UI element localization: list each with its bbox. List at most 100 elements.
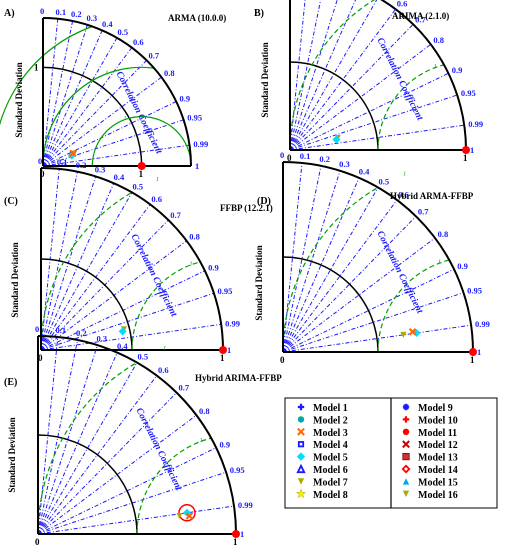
legend-entry-label: Model 4 — [313, 440, 348, 451]
legend-entry-label: Model 13 — [418, 453, 458, 464]
correlation-tick-label: 0.6 — [398, 189, 409, 199]
std-arc-outer — [42, 17, 192, 167]
correlation-tick-label: 0.6 — [397, 0, 408, 9]
correlation-ray — [289, 94, 458, 151]
legend-marker — [401, 464, 411, 474]
correlation-axis-title: Correlation Coefficient — [134, 407, 184, 493]
std-tick-label: 0 — [287, 153, 292, 163]
correlation-tick-label: 1 — [470, 145, 474, 155]
std-arc-outer — [282, 161, 474, 353]
legend-marker — [402, 478, 410, 485]
correlation-tick-label: 0.8 — [189, 232, 200, 242]
legend-marker — [297, 403, 305, 411]
legend-entry-label: Model 10 — [418, 415, 458, 426]
panel-label: (D) — [257, 196, 271, 207]
correlation-tick-label: 0.1 — [300, 151, 311, 161]
correlation-tick-label: 0.9 — [208, 263, 219, 273]
legend-entry-label: Model 14 — [418, 465, 458, 476]
correlation-tick-label: 0.4 — [114, 172, 125, 182]
rms-arc — [136, 437, 212, 535]
std-arc-inner — [289, 61, 379, 151]
rms-label: 1 — [403, 171, 406, 177]
model-point — [185, 512, 194, 520]
correlation-tick-label: 0.2 — [71, 9, 82, 19]
correlation-tick-label: 0.8 — [199, 406, 210, 416]
rms-arc — [131, 261, 201, 351]
correlation-ray — [42, 37, 118, 167]
correlation-tick-label: 0.99 — [193, 139, 208, 149]
correlation-ray — [37, 505, 235, 535]
correlation-tick-label: 0.4 — [359, 166, 370, 176]
legend-marker — [402, 428, 410, 435]
correlation-ray — [289, 0, 338, 151]
correlation-tick-label: 0.5 — [118, 27, 129, 37]
correlation-axis-title: Correlation Coefficient — [375, 230, 425, 316]
correlation-ray — [37, 336, 59, 535]
reference-point — [219, 346, 227, 354]
correlation-tick-label: 0.8 — [164, 68, 175, 78]
correlation-tick-label: 0.3 — [97, 333, 108, 343]
std-axis-title: Standard Deviation — [10, 242, 20, 317]
legend-entry-label: Model 9 — [418, 403, 453, 414]
reference-point — [137, 162, 146, 170]
correlation-tick-label: 0.2 — [319, 154, 330, 164]
rms-arc — [37, 361, 138, 535]
rms-label: 1 — [156, 177, 159, 183]
legend-marker — [297, 478, 305, 485]
std-arc-inner — [37, 434, 138, 535]
std-tick-label: 1 — [470, 355, 475, 365]
rms-label: 1 — [87, 24, 90, 30]
std-axis-title: Standard Deviation — [254, 245, 264, 320]
legend-entry-label: Model 5 — [313, 453, 348, 464]
correlation-tick-label: 0.2 — [76, 160, 87, 170]
correlation-ray — [37, 471, 227, 535]
correlation-tick-label: 0.7 — [179, 383, 190, 393]
rms-label: 1 — [163, 346, 166, 352]
correlation-tick-label: 0.9 — [180, 93, 191, 103]
correlation-tick-label: 0.95 — [230, 465, 245, 475]
taylor-panel-2: 1100.10.20.30.40.50.60.70.80.90.950.991C… — [254, 0, 483, 163]
highlight-circle — [178, 504, 196, 522]
legend-marker — [297, 441, 305, 448]
correlation-tick-label: 0.6 — [151, 194, 162, 204]
correlation-ray — [42, 101, 177, 167]
std-tick-label: 1 — [463, 153, 468, 163]
correlation-ray — [42, 30, 103, 167]
rms-label: 1 — [434, 64, 437, 70]
std-axis-title: Standard Deviation — [7, 417, 17, 492]
correlation-ray — [289, 0, 357, 151]
std-arc-inner — [40, 258, 133, 351]
correlation-ray — [42, 47, 133, 167]
taylor-panel-3: 110 0.1 0.2 0.30.40.50.60.70.80.90.950.991C… — [4, 156, 273, 363]
correlation-tick-label: 0.5 — [379, 176, 390, 186]
correlation-tick-label: 0.99 — [475, 319, 490, 329]
correlation-ray — [289, 23, 414, 151]
correlation-tick-label: 0.95 — [461, 88, 476, 98]
model-point — [118, 327, 127, 336]
correlation-tick-label: 0.3 — [87, 13, 98, 23]
legend-marker — [402, 452, 410, 461]
correlation-tick-label: 0 — [38, 156, 42, 166]
legend-entry-label: Model 15 — [418, 477, 458, 488]
legend-entry-label: Model 1 — [313, 403, 348, 414]
correlation-tick-label: 1 — [195, 161, 199, 171]
correlation-axis-title: Correlation Coefficient — [375, 36, 425, 122]
panel-title: ARMA (10.0.0) — [168, 13, 226, 23]
rms-label: 1 — [190, 261, 193, 267]
reference-point — [462, 146, 470, 154]
correlation-tick-label: 1 — [227, 345, 231, 355]
panel-label: (C) — [4, 196, 18, 207]
correlation-tick-label: 0 — [40, 6, 44, 16]
std-arc-outer — [37, 335, 237, 535]
std-tick-label: 0 — [35, 537, 40, 547]
panel-label: B) — [254, 8, 264, 19]
correlation-ray — [42, 144, 190, 167]
legend-entry-label: Model 8 — [313, 490, 348, 501]
panel-label: A) — [4, 8, 15, 19]
correlation-tick-label: 0.4 — [102, 19, 113, 29]
correlation-ray — [37, 447, 217, 535]
std-tick-label: 0 — [38, 353, 43, 363]
correlation-tick-label: 0.6 — [158, 365, 169, 375]
